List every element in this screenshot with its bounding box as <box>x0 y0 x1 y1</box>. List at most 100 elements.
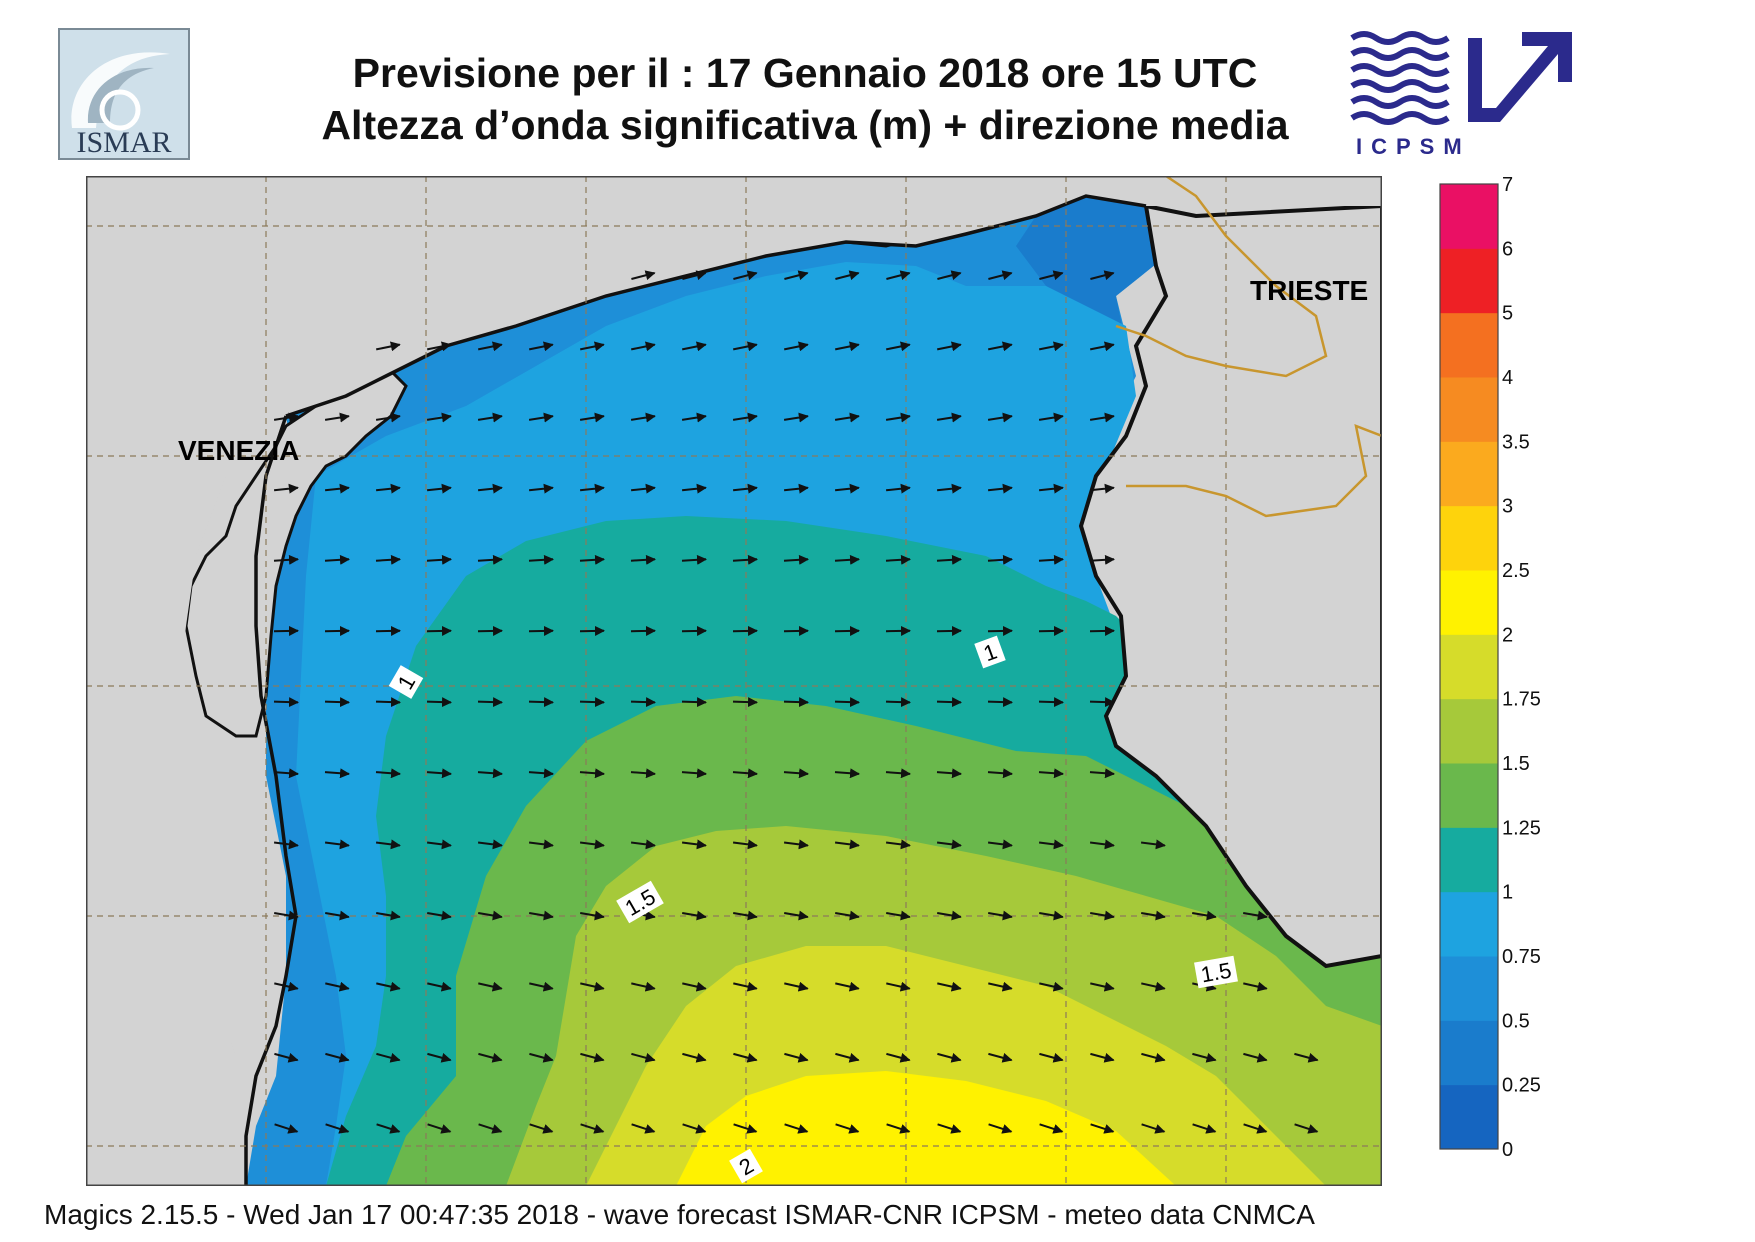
wave-direction-arrow <box>1243 1123 1268 1134</box>
wave-direction-arrow <box>477 697 503 708</box>
wave-direction-arrow <box>937 910 962 921</box>
wave-direction-arrow <box>1038 412 1064 423</box>
wave-direction-arrow <box>834 839 860 850</box>
wave-direction-arrow <box>936 697 962 708</box>
wave-direction-arrow <box>528 483 554 494</box>
wave-direction-arrow <box>426 412 452 423</box>
colorbar-tick-label: 3.5 <box>1502 431 1530 453</box>
wave-direction-arrow <box>324 839 350 850</box>
wave-direction-arrow <box>427 1123 452 1134</box>
wave-direction-arrow <box>273 839 299 850</box>
wave-direction-arrow <box>1090 270 1115 281</box>
wave-direction-arrow <box>274 910 299 921</box>
wave-direction-arrow <box>733 1052 758 1063</box>
wave-direction-arrow <box>936 554 962 565</box>
land-north-coast <box>86 176 1382 1186</box>
wave-direction-arrow <box>579 412 605 423</box>
wave-direction-arrow <box>579 697 605 708</box>
wave-direction-arrow <box>1039 1052 1064 1063</box>
wave-direction-arrow <box>835 981 860 992</box>
wave-direction-arrow <box>325 981 350 992</box>
wave-direction-arrow <box>631 1123 656 1134</box>
wave-direction-arrow <box>375 768 401 779</box>
wave-direction-arrow <box>733 910 758 921</box>
wave-direction-arrow <box>630 554 656 565</box>
wave-direction-arrow <box>477 768 503 779</box>
colorbar-tick-label: 0.75 <box>1502 946 1541 968</box>
colorbar-frame <box>1439 183 1499 1150</box>
wave-direction-arrow <box>427 981 452 992</box>
wave-direction-arrow <box>733 270 758 281</box>
wave-direction-arrow <box>324 768 350 779</box>
contour-label-2: 2 <box>729 1148 763 1184</box>
national-border <box>1115 176 1382 518</box>
colorbar-swatch <box>1440 763 1498 828</box>
wave-direction-arrow <box>325 1123 350 1134</box>
wave-direction-arrow <box>1243 1052 1268 1063</box>
wave-direction-arrow <box>325 1052 350 1063</box>
wave-direction-arrow <box>1090 1052 1115 1063</box>
wave-direction-arrow <box>886 1052 911 1063</box>
wave-direction-arrow <box>477 412 503 423</box>
wave-direction-arrow <box>681 768 707 779</box>
colorbar-tick-label: 7 <box>1502 174 1513 196</box>
place-label-venezia: VENEZIA <box>178 435 299 466</box>
wave-direction-arrow <box>1089 697 1115 708</box>
wave-direction-arrow <box>886 981 911 992</box>
colorbar-swatch <box>1440 377 1498 442</box>
colorbar-tick-label: 2.5 <box>1502 560 1530 582</box>
wave-direction-arrow <box>835 341 860 352</box>
wave-direction-arrow <box>936 483 962 494</box>
wave-direction-arrow <box>273 412 299 423</box>
wave-direction-arrow <box>784 1052 809 1063</box>
wave-direction-arrow <box>631 270 656 281</box>
colorbar-swatch <box>1440 1084 1498 1150</box>
wave-direction-arrow <box>1141 981 1166 992</box>
wave-direction-arrow <box>376 981 401 992</box>
wave-direction-arrow <box>1039 1123 1064 1134</box>
wave-direction-arrow <box>936 768 962 779</box>
wave-direction-arrow <box>682 1052 707 1063</box>
wave-direction-arrow <box>1038 768 1064 779</box>
wave-direction-arrow <box>529 1123 554 1134</box>
wave-direction-arrow <box>835 910 860 921</box>
colorbar-swatch <box>1440 891 1498 957</box>
contour-label-1.5b: 1.5 <box>1194 955 1238 989</box>
colorbar-swatches <box>1440 184 1498 1150</box>
wave-direction-arrow <box>988 341 1013 352</box>
wave-direction-arrow <box>784 341 809 352</box>
colorbar-swatch <box>1440 698 1498 764</box>
wave-direction-arrow <box>274 1052 299 1063</box>
wave-direction-arrow <box>376 1052 401 1063</box>
wave-direction-arrow <box>784 981 809 992</box>
colorbar-tick-label: 1.25 <box>1502 817 1541 839</box>
wave-direction-arrow <box>885 839 911 850</box>
ismar-logo-text: ISMAR <box>76 126 171 159</box>
icpsm-logo-text: ICPSM <box>1356 134 1471 159</box>
wave-direction-arrow <box>478 341 503 352</box>
place-label-trieste: TRIESTE <box>1250 275 1368 306</box>
wave-direction-arrow <box>426 839 452 850</box>
wave-direction-arrow <box>834 412 860 423</box>
wave-direction-arrow <box>1141 910 1166 921</box>
colorbar-tick-label: 0 <box>1502 1139 1513 1160</box>
wave-direction-arrow <box>528 768 554 779</box>
wave-direction-arrow <box>987 412 1013 423</box>
wave-direction-arrow <box>783 839 809 850</box>
wave-direction-arrow <box>579 768 605 779</box>
wave-direction-arrow <box>324 412 350 423</box>
colorbar-tick-label: 1.75 <box>1502 689 1541 711</box>
wave-direction-arrow <box>682 270 707 281</box>
wave-direction-arrow <box>375 483 401 494</box>
wave-direction-arrow <box>631 1052 656 1063</box>
wave-direction-arrow <box>477 554 503 565</box>
wave-direction-arrow <box>630 697 656 708</box>
wave-direction-arrow <box>375 839 401 850</box>
wave-direction-arrow <box>834 768 860 779</box>
wave-direction-arrow <box>630 768 656 779</box>
wave-direction-arrow <box>426 768 452 779</box>
wave-direction-arrow <box>987 768 1013 779</box>
wave-direction-arrow <box>580 1052 605 1063</box>
wave-direction-arrow <box>885 483 911 494</box>
colorbar-swatch <box>1440 184 1498 249</box>
